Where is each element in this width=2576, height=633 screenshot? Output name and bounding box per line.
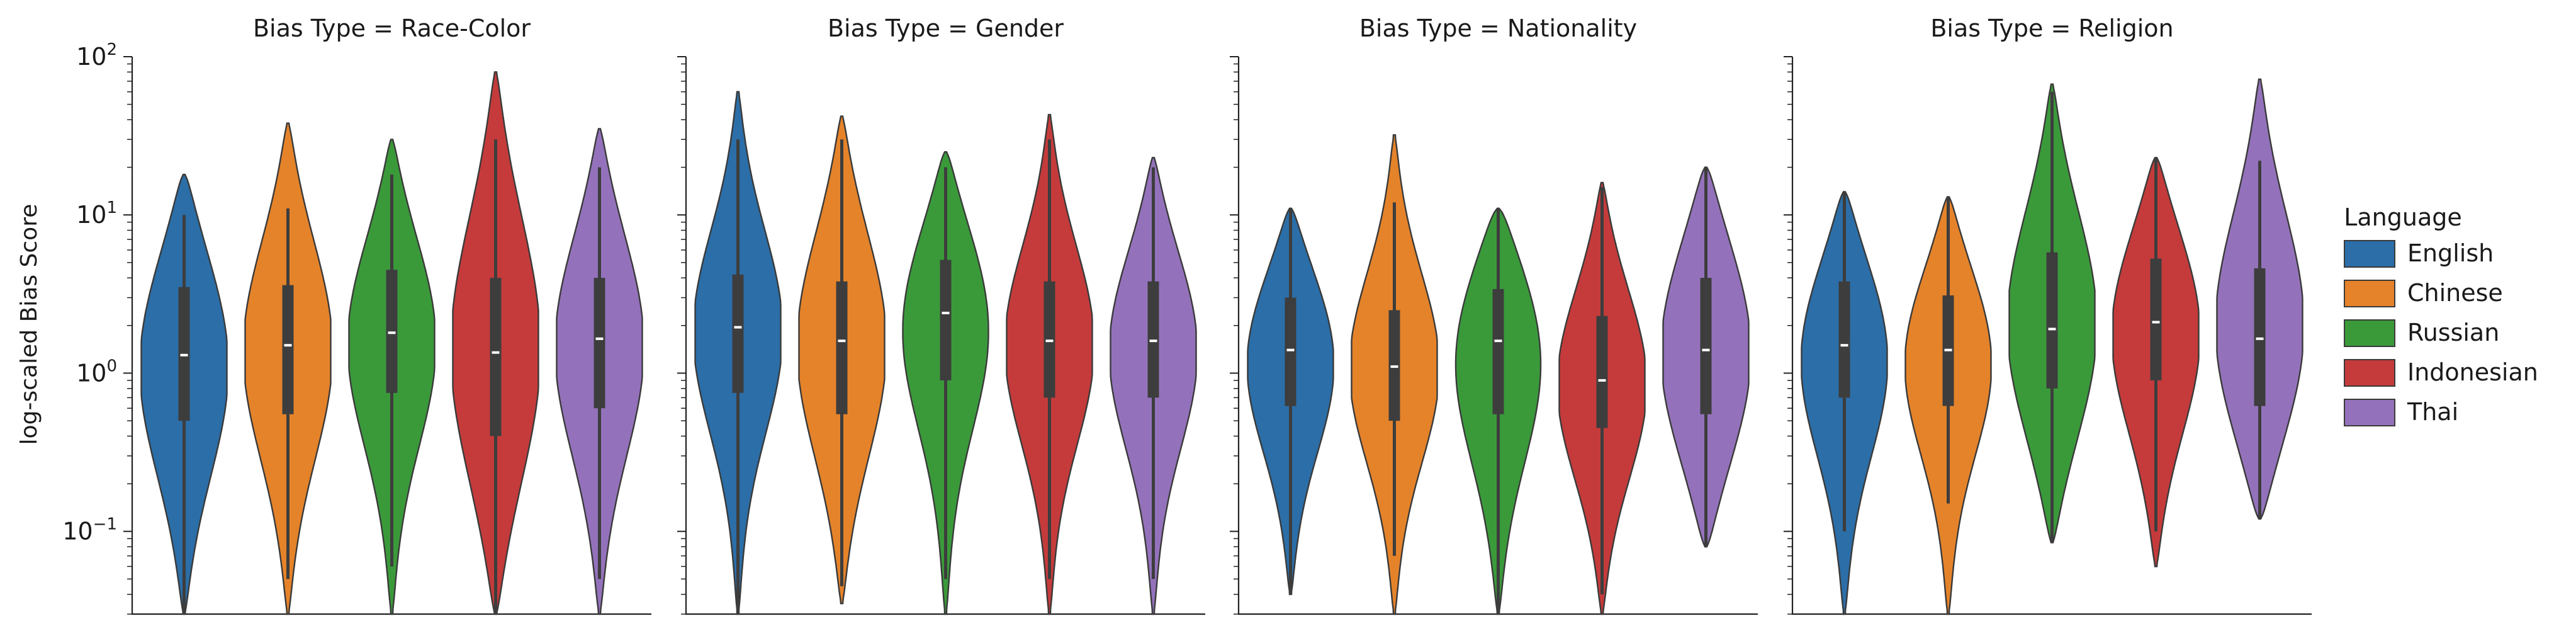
violin-indonesian [2112,157,2200,567]
iqr-box [1147,281,1159,398]
legend-item-indonesian: Indonesian [2344,358,2538,387]
legend-swatch [2344,319,2395,347]
panel-title: Bias Type = Nationality [1359,14,1637,42]
iqr-box [1596,316,1608,428]
violin-russian [902,151,989,615]
y-tick-label: 10−1 [62,515,117,545]
legend-label: Chinese [2407,279,2503,307]
panel-1: Bias Type = Race-Color 102 101 100 10−1 [62,14,651,615]
y-tick-label: 102 [76,40,117,71]
violin-english [1801,191,1888,615]
iqr-box [490,278,502,436]
iqr-box [1285,297,1296,406]
iqr-box [2254,268,2266,406]
violin-russian [348,139,436,615]
violin-thai [556,128,643,615]
violin-indonesian [1006,113,1093,615]
violin-english [694,91,782,615]
iqr-box [836,281,848,414]
violin-chinese [244,122,332,615]
violin-thai [1662,166,1750,548]
iqr-box [1700,278,1712,414]
violin-english [140,173,228,615]
iqr-box [2150,258,2162,380]
violin-english [1247,207,1334,595]
panel-title: Bias Type = Race-Color [253,14,531,42]
legend-label: Thai [2407,398,2458,426]
violin-chinese [798,115,886,605]
legend-label: Russian [2407,319,2499,346]
legend-swatch [2344,399,2395,426]
legend-title: Language [2344,203,2462,231]
iqr-box [1043,281,1055,398]
violin-thai [2216,78,2303,520]
legend-swatch [2344,240,2395,268]
iqr-box [386,270,398,393]
iqr-box [1492,288,1504,414]
violin-chinese [1351,134,1438,615]
iqr-box [940,259,952,380]
panels: Bias Type = Race-Color10210110010−1Bias … [62,14,2312,615]
iqr-box [593,278,605,409]
violin-indonesian [452,71,539,615]
y-tick-label: 101 [76,198,117,229]
legend-label: English [2407,239,2494,267]
legend-item-english: English [2344,239,2494,268]
legend-item-chinese: Chinese [2344,279,2503,307]
violin-russian [2008,83,2096,544]
panel-2: Bias Type = Gender [677,14,1205,615]
iqr-box [282,285,294,414]
violin-indonesian [1558,181,1646,615]
iqr-box [1838,281,1850,398]
violin-russian [1454,207,1542,615]
y-axis-label: log-scaled Bias Score [16,204,42,445]
iqr-box [2046,252,2058,389]
legend-swatch [2344,280,2395,307]
panel-title: Bias Type = Religion [1930,14,2173,42]
panel-3: Bias Type = Nationality [1230,14,1758,615]
legend-swatch [2344,359,2395,387]
iqr-box [732,274,744,393]
legend-item-thai: Thai [2344,398,2458,426]
legend: Language English Chinese Russian Indonesian T… [2344,203,2538,426]
legend-label: Indonesian [2407,358,2538,386]
legend-item-russian: Russian [2344,319,2499,347]
y-tick-label: 100 [76,356,117,387]
panel-4: Bias Type = Religion [1784,14,2312,615]
violin-chinese [1904,196,1992,615]
violin-thai [1110,157,1197,615]
panel-title: Bias Type = Gender [828,14,1064,42]
